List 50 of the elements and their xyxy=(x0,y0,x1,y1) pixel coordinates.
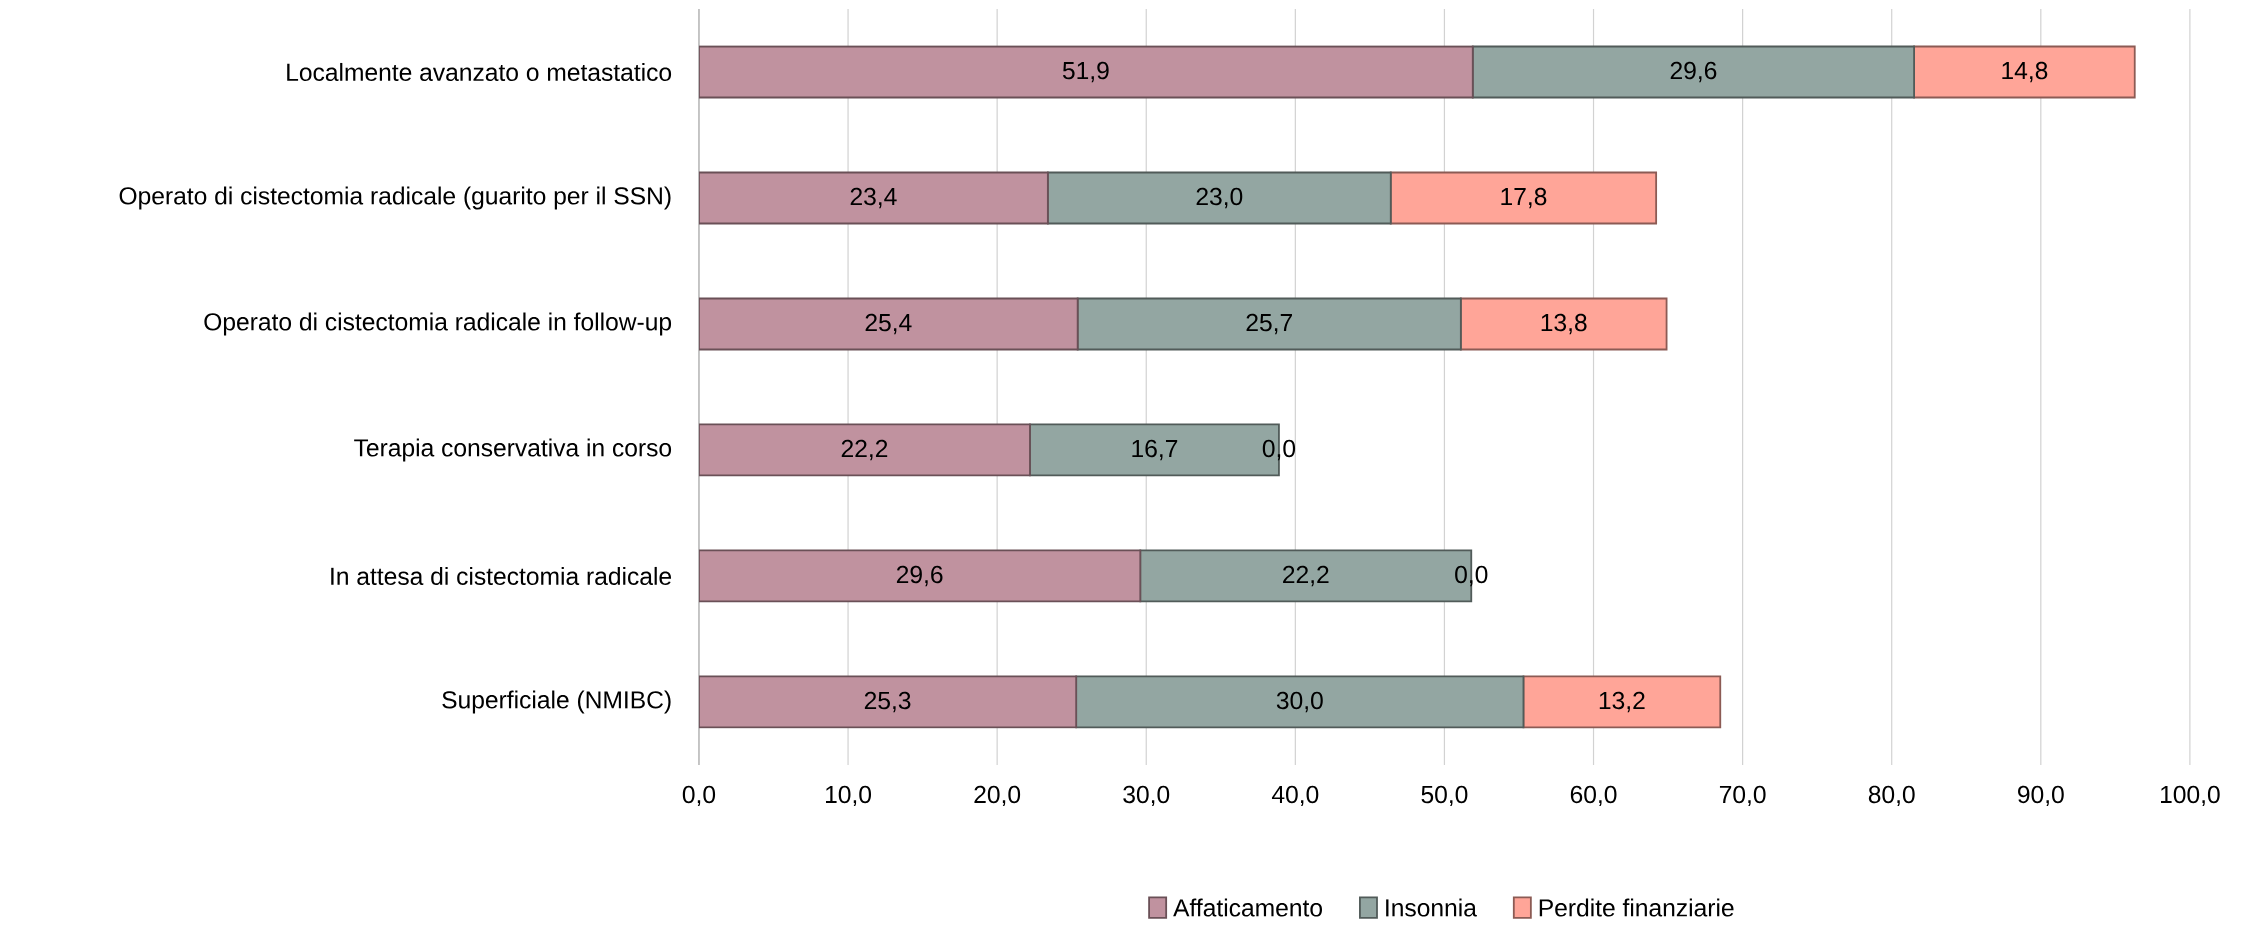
data-label: 22,2 xyxy=(841,439,888,461)
y-tick-label: Terapia conservativa in corso xyxy=(354,438,672,462)
data-label: 13,2 xyxy=(1599,691,1645,713)
x-tick-label: 80,0 xyxy=(1868,785,1915,807)
data-label: 30,0 xyxy=(1276,691,1323,713)
data-label: 51,9 xyxy=(1062,61,1109,83)
data-label: 25,4 xyxy=(865,313,912,335)
bar xyxy=(1389,171,1658,225)
bar xyxy=(1913,45,2136,99)
x-tick-label: 90,0 xyxy=(2018,785,2064,807)
x-tick-label: 30,0 xyxy=(1123,785,1170,807)
bar xyxy=(698,45,1474,99)
data-label: 14,8 xyxy=(2002,61,2048,83)
data-label: 16,7 xyxy=(1132,439,1178,461)
x-tick-label: 20,0 xyxy=(974,785,1021,807)
data-label: 23,0 xyxy=(1196,187,1243,209)
bar xyxy=(1076,297,1462,351)
x-tick-label: 50,0 xyxy=(1421,785,1468,807)
bar xyxy=(1471,45,1915,99)
data-label: 13,8 xyxy=(1541,313,1587,335)
y-tick-label: Superficiale (NMIBC) xyxy=(442,690,671,714)
y-tick-label: Operato di cistectomia radicale (guarito per il SSN) xyxy=(119,186,671,210)
bar xyxy=(1459,297,1668,351)
data-label: 23,4 xyxy=(850,187,897,209)
x-tick-label: 0,0 xyxy=(682,785,716,807)
y-tick-label: In attesa di cistectomia radicale xyxy=(331,566,672,586)
y-tick-label: Localmente avanzato o metastatico xyxy=(287,62,672,82)
data-label: 25,7 xyxy=(1246,313,1292,335)
legend-label: Affaticamento xyxy=(1173,898,1322,917)
bar xyxy=(698,423,1031,477)
y-tick-label: Operato di cistectomia radicale in follow-up xyxy=(204,312,672,336)
x-tick-label: 70,0 xyxy=(1719,785,1766,807)
data-label: 22,2 xyxy=(1283,565,1329,587)
bar xyxy=(698,549,1142,603)
bar xyxy=(1522,675,1722,729)
x-tick-label: 40,0 xyxy=(1271,785,1319,807)
x-tick-label: 10,0 xyxy=(826,785,872,807)
bar xyxy=(698,675,1078,729)
bar xyxy=(1075,675,1525,729)
legend-label: Insonnia xyxy=(1386,898,1477,917)
bar xyxy=(698,297,1079,351)
x-tick-label: 100,0 xyxy=(2161,785,2220,807)
data-label: 29,6 xyxy=(1670,61,1717,83)
x-tick-label: 60,0 xyxy=(1570,785,1617,807)
legend-label: Perdite finanziarie xyxy=(1539,898,1734,917)
data-label: 17,8 xyxy=(1501,187,1547,209)
data-label: 29,6 xyxy=(896,565,943,587)
data-label: 25,3 xyxy=(864,691,911,713)
bar xyxy=(1046,171,1392,225)
bar xyxy=(698,171,1049,225)
